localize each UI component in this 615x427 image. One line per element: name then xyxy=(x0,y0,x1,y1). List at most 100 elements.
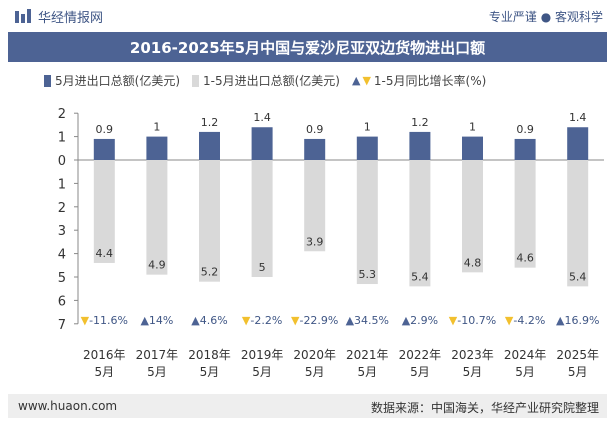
bar-monthly-label: 1.2 xyxy=(201,116,219,129)
y-tick-label: 1 xyxy=(58,177,66,192)
x-tick-label: 5月 xyxy=(94,365,114,379)
x-tick-label: 5月 xyxy=(568,365,588,379)
up-triangle-icon: ▲ xyxy=(351,74,361,87)
bar-cumulative-label: 4.6 xyxy=(516,252,534,265)
bar-cumulative-label: 5.3 xyxy=(359,268,377,281)
footer-source: 数据来源：中国海关，华经产业研究院整理 xyxy=(370,401,599,415)
x-tick-label: 5月 xyxy=(515,365,535,379)
bar-monthly xyxy=(409,131,431,160)
bar-cumulative-label: 5.4 xyxy=(569,270,587,283)
bar-monthly xyxy=(514,138,536,160)
growth-rate-value: -10.7% xyxy=(457,314,496,327)
brand-logo-icon xyxy=(15,8,31,23)
x-tick-label: 2018年 xyxy=(188,348,231,362)
bar-monthly-label: 0.9 xyxy=(306,123,324,136)
chart-plot: 21012345670.94.4▼-11.6%2016年5月14.9▲14%20… xyxy=(58,107,604,379)
growth-rate-label: ▼-4.2% xyxy=(505,314,545,327)
x-tick-label: 5月 xyxy=(147,365,167,379)
bar-monthly-label: 1 xyxy=(364,121,371,134)
brand-name: 华经情报网 xyxy=(38,11,104,26)
x-tick-label: 5月 xyxy=(463,365,483,379)
growth-rate-value: -4.2% xyxy=(513,314,545,327)
y-tick-label: 2 xyxy=(58,201,66,216)
legend-label-cumulative: 1-5月进出口总额(亿美元) xyxy=(203,74,340,88)
x-tick-label: 5月 xyxy=(410,365,430,379)
bar-monthly-label: 0.9 xyxy=(516,123,534,136)
brand[interactable]: 华经情报网 xyxy=(14,7,103,26)
x-tick-label: 5月 xyxy=(305,365,325,379)
x-tick-label: 2024年 xyxy=(504,348,547,362)
bar-cumulative-label: 5.4 xyxy=(411,270,429,283)
growth-rate-label: ▲16.9% xyxy=(556,314,599,327)
x-tick-label: 2023年 xyxy=(451,348,494,362)
growth-rate-label: ▲4.6% xyxy=(191,314,227,327)
bar-monthly-label: 1 xyxy=(469,121,476,134)
bar-monthly xyxy=(93,138,115,160)
growth-down-marker: ▼ xyxy=(449,314,458,327)
y-tick-label: 1 xyxy=(58,131,66,146)
bar-monthly xyxy=(567,127,589,160)
footer: www.huaon.com 数据来源：中国海关，华经产业研究院整理 xyxy=(8,394,607,418)
bar-cumulative xyxy=(462,160,483,273)
x-tick-label: 2021年 xyxy=(346,348,389,362)
x-tick-label: 5月 xyxy=(357,365,377,379)
bar-monthly-label: 1.4 xyxy=(569,111,587,124)
y-tick-label: 0 xyxy=(58,154,66,169)
bar-monthly xyxy=(146,136,168,160)
growth-rate-value: 34.5% xyxy=(354,314,389,327)
bar-cumulative-label: 5 xyxy=(259,261,266,274)
title-band: 2016-2025年5月中国与爱沙尼亚双边货物进出口额 xyxy=(8,32,607,62)
legend-item-growth: ▲ ▼ 1-5月同比增长率(%) xyxy=(352,72,486,89)
bar-cumulative xyxy=(304,160,326,252)
footer-url[interactable]: www.huaon.com xyxy=(18,399,118,413)
y-tick-label: 3 xyxy=(58,224,66,239)
bar-cumulative-label: 4.4 xyxy=(96,247,114,260)
bar-cumulative xyxy=(146,160,168,275)
x-tick-label: 2016年 xyxy=(83,348,126,362)
bar-cumulative-label: 3.9 xyxy=(306,235,324,248)
bar-cumulative xyxy=(251,160,273,277)
bar-monthly xyxy=(462,136,483,160)
growth-down-marker: ▼ xyxy=(81,314,90,327)
bar-monthly-label: 1.2 xyxy=(411,116,429,129)
legend: 5月进出口总额(亿美元) 1-5月进出口总额(亿美元) ▲ ▼ 1-5月同比增长… xyxy=(44,72,498,89)
bar-monthly xyxy=(356,136,378,160)
growth-rate-label: ▲14% xyxy=(140,314,173,327)
growth-down-marker: ▼ xyxy=(505,314,514,327)
growth-down-marker: ▼ xyxy=(291,314,300,327)
growth-rate-value: 4.6% xyxy=(200,314,228,327)
growth-rate-value: -22.9% xyxy=(299,314,338,327)
growth-rate-label: ▼-22.9% xyxy=(291,314,338,327)
growth-rate-label: ▲2.9% xyxy=(402,314,438,327)
bar-cumulative xyxy=(514,160,536,268)
growth-up-marker: ▲ xyxy=(346,314,355,327)
y-tick-label: 6 xyxy=(58,294,66,309)
bar-monthly-label: 0.9 xyxy=(96,123,114,136)
growth-rate-label: ▼-11.6% xyxy=(81,314,128,327)
bar-cumulative xyxy=(409,160,431,287)
x-tick-label: 2019年 xyxy=(241,348,284,362)
legend-label-monthly: 5月进出口总额(亿美元) xyxy=(55,74,180,88)
y-tick-label: 4 xyxy=(58,248,66,263)
chart-title: 2016-2025年5月中国与爱沙尼亚双边货物进出口额 xyxy=(129,38,486,57)
x-tick-label: 2020年 xyxy=(293,348,336,362)
growth-up-marker: ▲ xyxy=(140,314,149,327)
bar-cumulative-label: 4.8 xyxy=(464,256,482,269)
legend-label-growth: 1-5月同比增长率(%) xyxy=(373,74,487,88)
growth-rate-value: 16.9% xyxy=(564,314,599,327)
growth-down-marker: ▼ xyxy=(242,314,251,327)
y-tick-label: 2 xyxy=(58,107,66,122)
growth-rate-value: -2.2% xyxy=(250,314,282,327)
x-tick-label: 2022年 xyxy=(399,348,442,362)
growth-rate-label: ▲34.5% xyxy=(346,314,389,327)
growth-rate-label: ▼-10.7% xyxy=(449,314,496,327)
bar-monthly xyxy=(304,138,326,160)
legend-swatch-monthly xyxy=(44,74,51,87)
x-tick-label: 5月 xyxy=(252,365,272,379)
top-bar: 华经情报网 专业严谨 ● 客观科学 xyxy=(0,0,615,32)
down-triangle-icon: ▼ xyxy=(362,74,371,87)
growth-up-marker: ▲ xyxy=(402,314,411,327)
bar-cumulative xyxy=(356,160,378,285)
growth-rate-value: 2.9% xyxy=(410,314,438,327)
growth-rate-label: ▼-2.2% xyxy=(242,314,282,327)
